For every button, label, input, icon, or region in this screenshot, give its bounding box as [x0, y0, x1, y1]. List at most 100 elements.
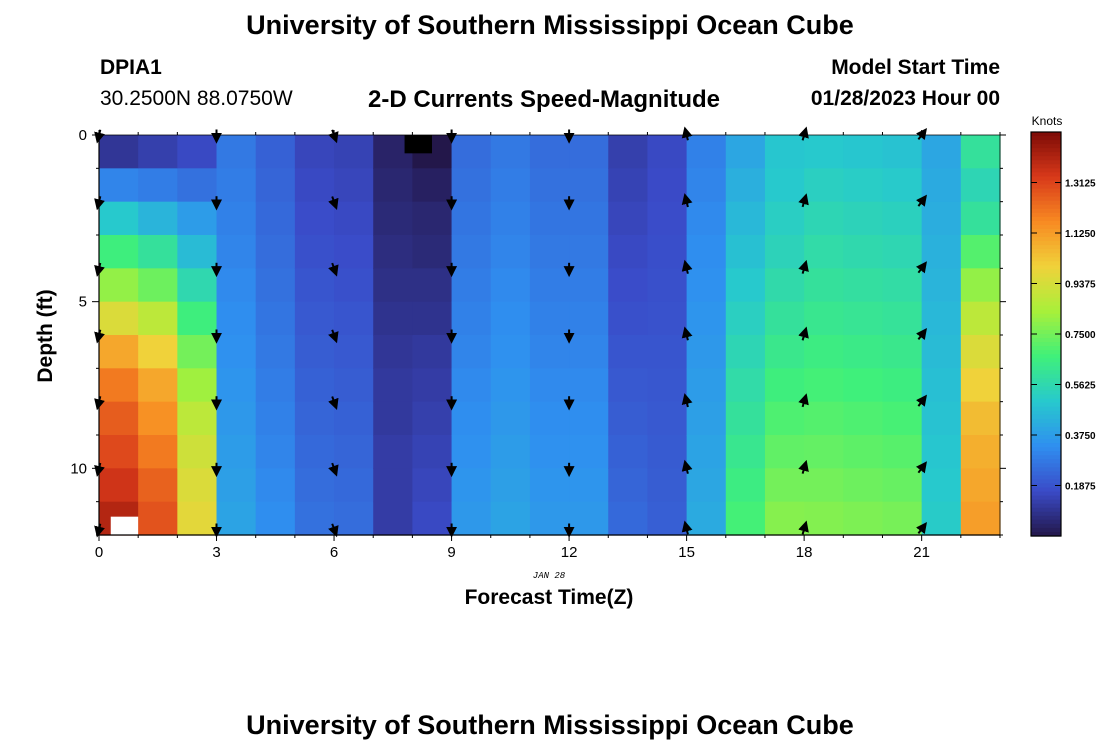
- heatmap-cell: [921, 401, 962, 436]
- colorbar-segment: [1031, 273, 1061, 279]
- heatmap-cell: [921, 468, 962, 503]
- heatmap-cell: [373, 235, 413, 269]
- heatmap-cell: [529, 168, 570, 203]
- heatmap-cell: [921, 435, 962, 469]
- heatmap-cell: [451, 135, 492, 169]
- heatmap-cell: [294, 168, 335, 203]
- heatmap-cell: [608, 135, 649, 169]
- heatmap-cell: [99, 435, 139, 469]
- heatmap-cell: [451, 168, 492, 203]
- heatmap-cell: [490, 435, 531, 469]
- heatmap-cell: [373, 401, 413, 436]
- heatmap-cell: [177, 168, 218, 203]
- heatmap-cell: [686, 468, 727, 503]
- heatmap-cell: [490, 301, 531, 336]
- heatmap-cell: [138, 301, 178, 336]
- colorbar-tick-label: 0.3750: [1065, 431, 1096, 442]
- colorbar-segment: [1031, 334, 1061, 339]
- heatmap-cell: [490, 368, 531, 403]
- heatmap-cell: [177, 201, 218, 236]
- colorbar-segment: [1031, 455, 1061, 460]
- heatmap-cell: [686, 501, 727, 536]
- heatmap-cell: [569, 335, 609, 369]
- current-arrow: [328, 523, 339, 538]
- heatmap-cell: [294, 135, 335, 169]
- heatmap-cell: [608, 468, 649, 503]
- heatmap-cell: [921, 368, 962, 403]
- heatmap-cell: [804, 435, 844, 469]
- colorbar-segment: [1031, 305, 1061, 311]
- x-tick-label: 9: [447, 544, 455, 561]
- heatmap-cell: [216, 368, 257, 403]
- heatmap-cell: [960, 301, 1001, 336]
- heatmap-cell: [647, 301, 688, 336]
- heatmap-cell: [529, 435, 570, 469]
- heatmap-cell: [412, 401, 453, 436]
- heatmap-cell: [764, 335, 805, 369]
- heatmap-cell: [569, 401, 609, 436]
- y-tick-label: 10: [70, 460, 87, 477]
- station-id: DPIA1: [100, 56, 162, 79]
- colorbar-segment: [1031, 422, 1061, 428]
- colorbar-segment: [1031, 285, 1061, 291]
- heatmap-cell: [490, 168, 531, 203]
- heatmap-cell: [294, 368, 335, 403]
- heatmap-cell: [569, 301, 609, 336]
- heatmap-cell: [960, 335, 1001, 369]
- current-arrow: [915, 261, 927, 274]
- heatmap-cell: [569, 268, 609, 303]
- heatmap-cell: [99, 401, 139, 436]
- heatmap-cell: [412, 335, 453, 369]
- colorbar-segment: [1031, 491, 1061, 497]
- heatmap-cell: [843, 468, 884, 503]
- heatmap-cell: [843, 401, 884, 436]
- heatmap-cell: [960, 235, 1001, 269]
- heatmap-cell: [647, 268, 688, 303]
- colorbar-segment: [1031, 212, 1061, 218]
- heatmap-cell: [373, 268, 413, 303]
- current-arrow: [681, 459, 693, 474]
- heatmap-cell: [764, 201, 805, 236]
- heatmap-cell: [960, 501, 1001, 536]
- heatmap-cell: [334, 501, 374, 536]
- heatmap-cell: [882, 368, 923, 403]
- heatmap-cell: [843, 301, 884, 336]
- colorbar-segment: [1031, 216, 1061, 222]
- heatmap-cell: [960, 368, 1001, 403]
- heatmap-cell: [294, 501, 335, 536]
- heatmap-cell: [804, 168, 844, 203]
- current-arrow: [915, 394, 927, 407]
- heatmap-cell: [882, 435, 923, 469]
- heatmap-cell: [647, 168, 688, 203]
- heatmap-cell: [725, 501, 766, 536]
- current-arrow: [798, 326, 809, 341]
- heatmap-cell: [686, 135, 727, 169]
- heatmap-cell: [882, 335, 923, 369]
- heatmap-cell: [177, 235, 218, 269]
- heatmap-cell: [725, 335, 766, 369]
- y-axis-label: Depth (ft): [34, 289, 57, 382]
- heatmap-cell: [608, 435, 649, 469]
- heatmap-cell: [725, 135, 766, 169]
- colorbar-segment: [1031, 148, 1061, 153]
- heatmap-cell: [569, 368, 609, 403]
- heatmap-cell: [921, 335, 962, 369]
- colorbar-segment: [1031, 342, 1061, 347]
- heatmap-cell: [921, 235, 962, 269]
- heatmap-cell: [608, 335, 649, 369]
- heatmap-cell: [177, 335, 218, 369]
- colorbar-segment: [1031, 447, 1061, 452]
- heatmap-cell: [764, 401, 805, 436]
- heatmap-cell: [451, 201, 492, 236]
- heatmap-cell: [412, 435, 453, 469]
- model-start-label: Model Start Time: [831, 56, 1000, 79]
- colorbar-segment: [1031, 269, 1061, 274]
- heatmap-cell: [921, 301, 962, 336]
- current-arrow: [681, 259, 693, 274]
- colorbar-segment: [1031, 386, 1061, 392]
- heatmap-cell: [255, 335, 296, 369]
- colorbar-segment: [1031, 362, 1061, 367]
- heatmap-cell: [216, 301, 257, 336]
- heatmap-cell: [647, 435, 688, 469]
- colorbar-segment: [1031, 228, 1061, 234]
